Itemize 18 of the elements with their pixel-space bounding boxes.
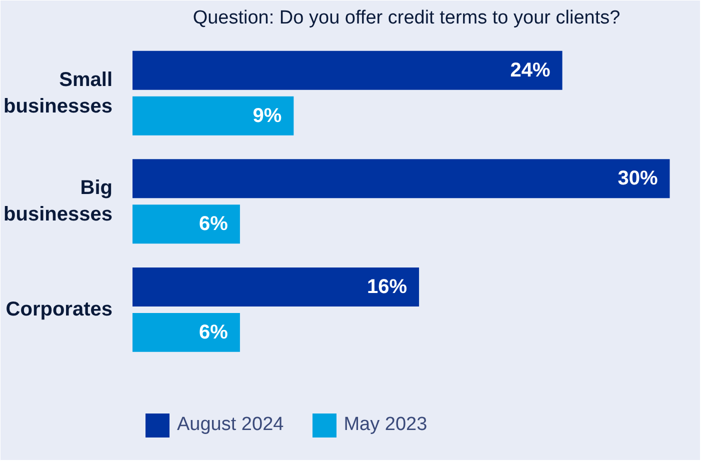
data-label: 6% xyxy=(199,213,228,236)
data-label: 16% xyxy=(367,276,408,298)
bar xyxy=(132,204,240,244)
bar xyxy=(132,267,420,306)
bar xyxy=(132,159,670,198)
data-label: 24% xyxy=(510,59,551,82)
y-tick-label: Big businesses xyxy=(4,177,113,226)
data-label: 6% xyxy=(199,321,228,344)
legend-label: August 2024 xyxy=(177,414,284,436)
bar xyxy=(132,312,240,352)
bar xyxy=(132,50,562,90)
bar xyxy=(132,96,294,136)
y-tick-label: Small businesses xyxy=(4,68,113,118)
legend-label: May 2023 xyxy=(344,414,428,436)
data-label: 9% xyxy=(252,104,282,127)
y-tick-label: Corporates xyxy=(6,298,113,321)
chart-title: Question: Do you offer credit terms to your clients? xyxy=(192,8,620,28)
data-label: 30% xyxy=(618,168,658,190)
